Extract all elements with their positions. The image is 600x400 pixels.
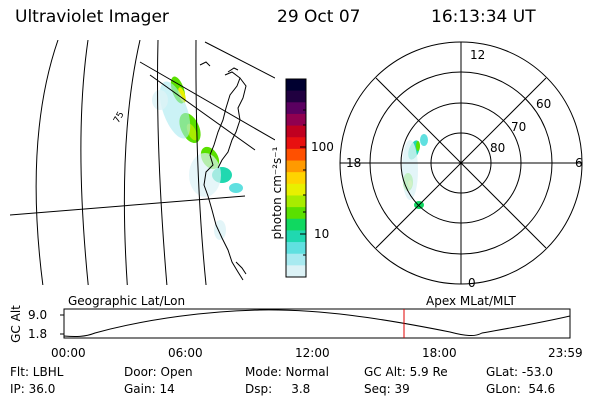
mlat-label-70: 70: [511, 120, 527, 134]
status-door: Door: Open: [124, 365, 193, 379]
colorbar-swatch: [286, 242, 306, 255]
colorbar-swatch: [286, 125, 306, 138]
meridian-grid: [10, 40, 275, 285]
colorbar-swatch: [286, 90, 306, 103]
time-label: 16:13:34 UT: [431, 7, 536, 27]
colorbar-swatches: [286, 79, 306, 278]
timeline-ytick-min: 1.8: [28, 327, 48, 341]
timeline-right-title: Apex MLat/MLT: [426, 294, 516, 308]
date-label: 29 Oct 07: [277, 7, 361, 27]
timeline-left-title: Geographic Lat/Lon: [68, 294, 186, 308]
colorbar-swatch: [286, 230, 306, 243]
mlat-label-60: 60: [536, 97, 552, 111]
status-glat: GLat: -53.0: [486, 365, 553, 379]
colorbar-swatch: [286, 160, 306, 173]
status-seq: Seq: 39: [364, 382, 410, 396]
colorbar-swatch: [286, 137, 306, 150]
status-mode: Mode: Normal: [245, 365, 329, 379]
colorbar-swatch: [286, 102, 306, 115]
colorbar-swatch: [286, 253, 306, 266]
timeline-ytick-max: 9.0: [28, 308, 48, 322]
timeline-xtick-0: 00:00: [51, 346, 86, 360]
mlat-label-80: 80: [490, 141, 506, 155]
mlt-label-18: 18: [346, 156, 362, 170]
coastline: [199, 61, 247, 281]
timeline-xtick-2: 12:00: [295, 346, 330, 360]
timeline-xtick-3: 18:00: [422, 346, 457, 360]
colorbar-swatch: [286, 218, 306, 231]
status-ip: IP: 36.0: [10, 382, 56, 396]
status-flt: Flt: LBHL: [10, 365, 64, 379]
colorbar-swatch: [286, 207, 306, 220]
status-dsp: Dsp: 3.8: [245, 382, 311, 396]
status-gain: Gain: 14: [124, 382, 175, 396]
colorbar-swatch: [286, 195, 306, 208]
mlt-label-12: 12: [470, 48, 486, 62]
colorbar-swatch: [286, 113, 306, 127]
polar-grid: [339, 41, 583, 285]
colorbar-swatch: [286, 265, 306, 278]
status-glon: GLon: 54.6: [486, 382, 556, 396]
timeline-xtick-1: 06:00: [168, 346, 203, 360]
mlt-label-6: 6: [575, 156, 583, 170]
colorbar-ticks: [300, 109, 306, 256]
colorbar-swatch: [286, 79, 306, 92]
aurora-emission-geo: [152, 76, 243, 240]
colorbar-tick-10: 10: [314, 227, 330, 241]
colorbar-swatch: [286, 183, 306, 196]
status-gc-alt: GC Alt: 5.9 Re: [364, 365, 448, 379]
colorbar-tick-100: 100: [311, 140, 334, 154]
mlt-label-0: 0: [468, 276, 476, 290]
instrument-title: Ultraviolet Imager: [15, 7, 169, 27]
colorbar-swatch: [286, 148, 306, 162]
timeline-xtick-4: 23:59: [548, 346, 583, 360]
map-grid-tick: 75: [112, 110, 126, 125]
colorbar-swatch: [286, 172, 306, 185]
altitude-curve: [63, 309, 571, 338]
